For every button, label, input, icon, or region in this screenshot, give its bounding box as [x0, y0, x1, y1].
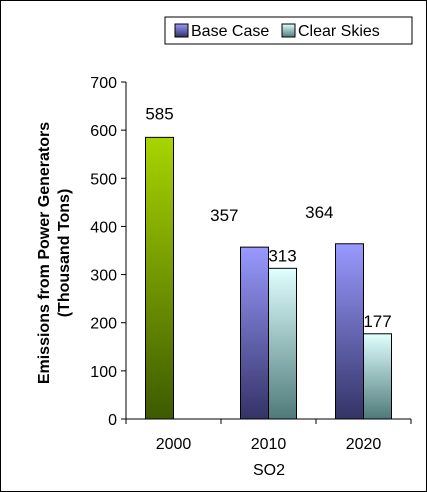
x-tick-label-2010: 2010 — [251, 436, 287, 453]
x-tick-label-2020: 2020 — [346, 436, 382, 453]
bar-clear-skies-2010 — [268, 267, 297, 420]
data-label-clear-skies-2010: 313 — [268, 246, 296, 265]
data-label-base-case-2000: 585 — [145, 104, 173, 123]
x-axis: 2000 2010 2020 — [125, 418, 412, 453]
y-tick-label-500: 500 — [90, 171, 117, 188]
legend-swatch-clear-skies — [281, 23, 296, 38]
data-labels: 585 357 313 364 177 — [145, 104, 391, 330]
x-axis-title: SO2 — [253, 462, 285, 479]
x-tick-label-2000: 2000 — [156, 436, 192, 453]
y-axis: 0 100 200 300 400 500 600 700 — [90, 75, 127, 429]
legend-label-clear-skies: Clear Skies — [298, 23, 380, 40]
legend-label-base-case: Base Case — [191, 23, 269, 40]
y-tick-label-600: 600 — [90, 123, 117, 140]
y-axis-title: Emissions from Power Generators (Thousan… — [36, 122, 73, 384]
y-tick-label-200: 200 — [90, 316, 117, 333]
y-tick-label-400: 400 — [90, 219, 117, 236]
bar-base-case-2000 — [145, 136, 174, 420]
y-tick-label-100: 100 — [90, 364, 117, 381]
y-axis-title-line-2: (Thousand Tons) — [56, 189, 73, 318]
bar-clear-skies-2020 — [363, 333, 392, 420]
data-label-clear-skies-2020: 177 — [363, 312, 391, 331]
data-label-base-case-2020: 364 — [305, 203, 333, 222]
data-label-base-case-2010: 357 — [210, 206, 238, 225]
bar-base-case-2010 — [240, 246, 269, 420]
legend-swatch-base-case — [174, 23, 189, 38]
legend: Base Case Clear Skies — [164, 16, 413, 45]
y-tick-label-700: 700 — [90, 75, 117, 92]
bars — [145, 136, 392, 420]
y-tick-label-300: 300 — [90, 268, 117, 285]
y-tick-label-0: 0 — [108, 412, 117, 429]
y-axis-title-line-1: Emissions from Power Generators — [36, 122, 53, 384]
bar-base-case-2020 — [335, 243, 364, 420]
